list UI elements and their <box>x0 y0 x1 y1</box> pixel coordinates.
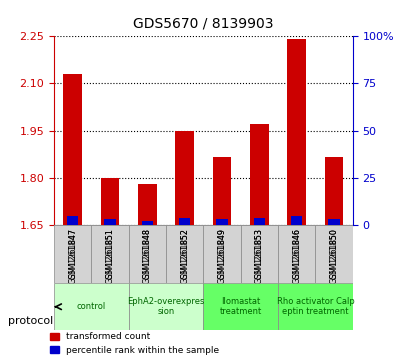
Text: EphA2-overexpres
sion: EphA2-overexpres sion <box>127 297 205 317</box>
Bar <box>67 216 78 225</box>
Legend: transformed count, percentile rank within the sample: transformed count, percentile rank withi… <box>46 329 222 359</box>
Bar <box>129 225 166 283</box>
Bar <box>315 225 353 283</box>
Bar <box>213 158 232 225</box>
Bar <box>101 178 120 225</box>
Text: GSM1261850: GSM1261850 <box>330 228 339 284</box>
Text: GSM1261848: GSM1261848 <box>143 228 152 279</box>
Text: GSM1261847: GSM1261847 <box>68 228 77 279</box>
Bar <box>254 217 265 225</box>
Text: GSM1261852: GSM1261852 <box>180 228 189 279</box>
Text: GSM1261849: GSM1261849 <box>217 228 227 284</box>
Bar <box>278 225 315 283</box>
Text: GSM1261847: GSM1261847 <box>68 228 77 284</box>
Bar <box>203 283 278 330</box>
Bar <box>54 283 129 330</box>
Bar <box>129 283 203 330</box>
Text: GSM1261851: GSM1261851 <box>105 228 115 279</box>
Bar <box>250 125 269 225</box>
Text: control: control <box>77 302 106 311</box>
Text: Ilomastat
treatment: Ilomastat treatment <box>220 297 262 317</box>
Title: GDS5670 / 8139903: GDS5670 / 8139903 <box>133 17 273 31</box>
Bar <box>176 131 194 225</box>
Bar <box>291 216 302 225</box>
Text: GSM1261850: GSM1261850 <box>330 228 339 279</box>
Bar <box>54 225 91 283</box>
Bar <box>105 219 115 225</box>
Bar <box>138 184 157 225</box>
Text: protocol: protocol <box>8 316 54 326</box>
Text: GSM1261848: GSM1261848 <box>143 228 152 284</box>
Text: GSM1261846: GSM1261846 <box>292 228 301 279</box>
Bar <box>91 225 129 283</box>
Bar <box>166 225 203 283</box>
Bar <box>278 283 353 330</box>
Text: GSM1261849: GSM1261849 <box>217 228 227 279</box>
Text: GSM1261846: GSM1261846 <box>292 228 301 284</box>
Bar <box>217 219 228 225</box>
Text: GSM1261853: GSM1261853 <box>255 228 264 279</box>
Text: GSM1261853: GSM1261853 <box>255 228 264 284</box>
Bar <box>325 158 344 225</box>
Text: GSM1261851: GSM1261851 <box>105 228 115 284</box>
Bar <box>287 40 306 225</box>
Bar <box>142 221 153 225</box>
Bar <box>179 217 190 225</box>
Bar <box>203 225 241 283</box>
Bar <box>329 219 340 225</box>
Bar <box>241 225 278 283</box>
Text: Rho activator Calp
eptin treatment: Rho activator Calp eptin treatment <box>276 297 354 317</box>
Bar <box>63 74 82 225</box>
Text: GSM1261852: GSM1261852 <box>180 228 189 284</box>
